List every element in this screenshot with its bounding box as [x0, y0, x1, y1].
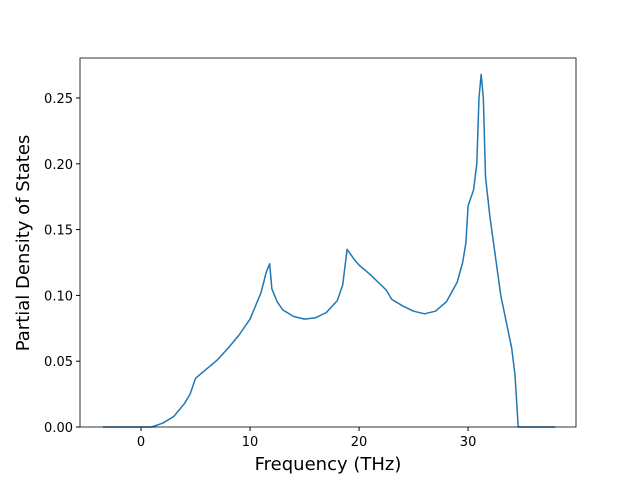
- x-tick-label: 20: [351, 435, 368, 450]
- y-tick-label: 0.10: [44, 289, 73, 304]
- data-line: [102, 73, 556, 428]
- plot-frame: [79, 57, 577, 428]
- x-tick-label: 0: [137, 435, 145, 450]
- y-tick-label: 0.20: [44, 158, 73, 173]
- y-tick-label: 0.05: [44, 355, 73, 370]
- y-axis-label: Partial Density of States: [13, 135, 34, 352]
- x-tick-label: 30: [460, 435, 477, 450]
- x-axis-label: Frequency (THz): [255, 454, 402, 475]
- x-tick-label: 10: [242, 435, 259, 450]
- y-tick-label: 0.00: [44, 421, 73, 436]
- y-tick-label: 0.25: [44, 92, 73, 107]
- y-tick-label: 0.15: [44, 224, 73, 239]
